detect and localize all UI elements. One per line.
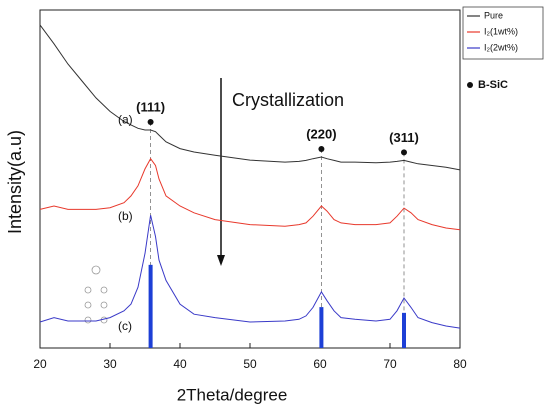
x-axis-label: 2Theta/degree [177, 385, 288, 404]
legend-label: B-SiC [478, 79, 508, 91]
arrowhead [217, 255, 225, 266]
reference-bar [402, 312, 406, 348]
peak-dot [318, 146, 325, 153]
legend-dot [467, 82, 473, 88]
molecule-icon [84, 265, 108, 324]
x-tick-label: 30 [103, 357, 117, 371]
reference-bar [148, 264, 153, 348]
x-tick-label: 40 [173, 357, 187, 371]
peak-dot [147, 118, 154, 125]
plot-frame [39, 9, 461, 349]
y-axis-label: Intensity(a.u) [5, 130, 25, 234]
series-line [39, 157, 461, 231]
series-line [39, 24, 461, 171]
legend-label: I₂(1wt%) [484, 26, 518, 36]
arrow-label: Crystallization [232, 90, 344, 110]
series-label: (b) [118, 209, 133, 223]
reference-bar [319, 307, 324, 348]
legend-label: Pure [484, 10, 503, 20]
series-label: (c) [118, 319, 132, 333]
legend-label: I₂(2wt%) [484, 42, 518, 52]
peak-label: (220) [306, 126, 336, 141]
x-tick-label: 70 [383, 357, 397, 371]
x-tick-label: 20 [33, 357, 47, 371]
series-line [39, 215, 461, 329]
x-tick-label: 80 [453, 357, 467, 371]
series-label: (a) [118, 113, 133, 127]
peak-dot [401, 149, 407, 156]
peak-label: (311) [389, 130, 419, 145]
peak-label: (111) [136, 99, 165, 114]
x-tick-label: 50 [243, 357, 257, 371]
x-tick-label: 60 [313, 357, 327, 371]
